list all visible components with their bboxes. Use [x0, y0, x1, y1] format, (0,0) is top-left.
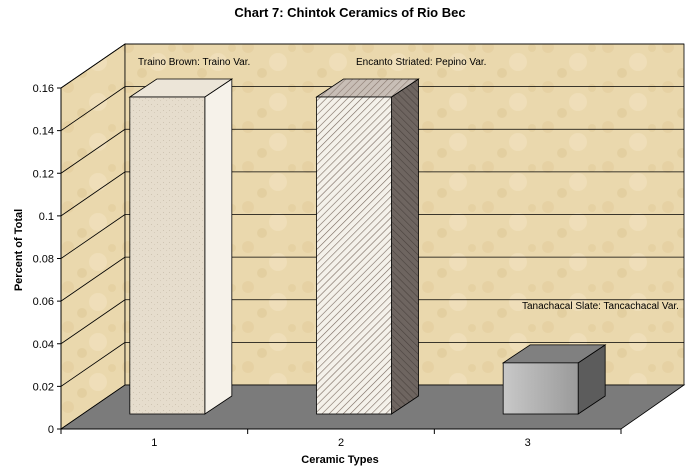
bar-front	[129, 96, 206, 415]
x-axis: 1 2 3	[60, 428, 622, 449]
y-tick-label: 0.1	[39, 211, 54, 223]
x-tick-label: 3	[525, 437, 531, 449]
annotation-tanachacal-slate: Tanachacal Slate: Tancachacal Var.	[522, 301, 679, 312]
bars	[128, 78, 607, 415]
gridline-side	[60, 171, 126, 217]
annotation-encanto-striated: Encanto Striated: Pepino Var.	[356, 57, 486, 68]
gridline-side	[60, 128, 126, 174]
y-tick-label: 0	[48, 424, 54, 436]
y-axis: 0 0.02 0.04 0.06 0.08 0.1 0.12 0.14 0.16	[33, 83, 62, 436]
y-tick-label: 0.02	[33, 381, 54, 393]
bar-3	[501, 344, 607, 415]
y-tick-label: 0.14	[33, 126, 54, 138]
x-tick-label: 2	[338, 437, 344, 449]
gridline-side	[60, 342, 126, 387]
gridline-side	[60, 299, 126, 345]
bar-side	[204, 78, 233, 415]
gridline-side	[60, 214, 126, 259]
gridline-side	[60, 43, 126, 89]
y-tick-label: 0.08	[33, 254, 54, 266]
bar-front	[502, 362, 579, 415]
x-axis-title: Ceramic Types	[301, 454, 378, 466]
y-axis-title: Percent of Total	[13, 209, 25, 291]
bar-2	[315, 78, 420, 415]
y-tick-label: 0.04	[33, 339, 54, 351]
x-tick-label: 1	[151, 437, 157, 449]
y-tick-label: 0.12	[33, 168, 54, 180]
gridline-side	[60, 86, 126, 131]
y-tick-label: 0.06	[33, 296, 54, 308]
bar-side	[391, 78, 419, 415]
bar-1	[128, 78, 234, 415]
annotation-traino-brown: Traino Brown: Traino Var.	[138, 57, 250, 68]
chart-title: Chart 7: Chintok Ceramics of Rio Bec	[234, 5, 465, 20]
gridline-side	[60, 256, 126, 302]
y-tick-label: 0.16	[33, 83, 54, 95]
bar-front	[316, 96, 392, 415]
